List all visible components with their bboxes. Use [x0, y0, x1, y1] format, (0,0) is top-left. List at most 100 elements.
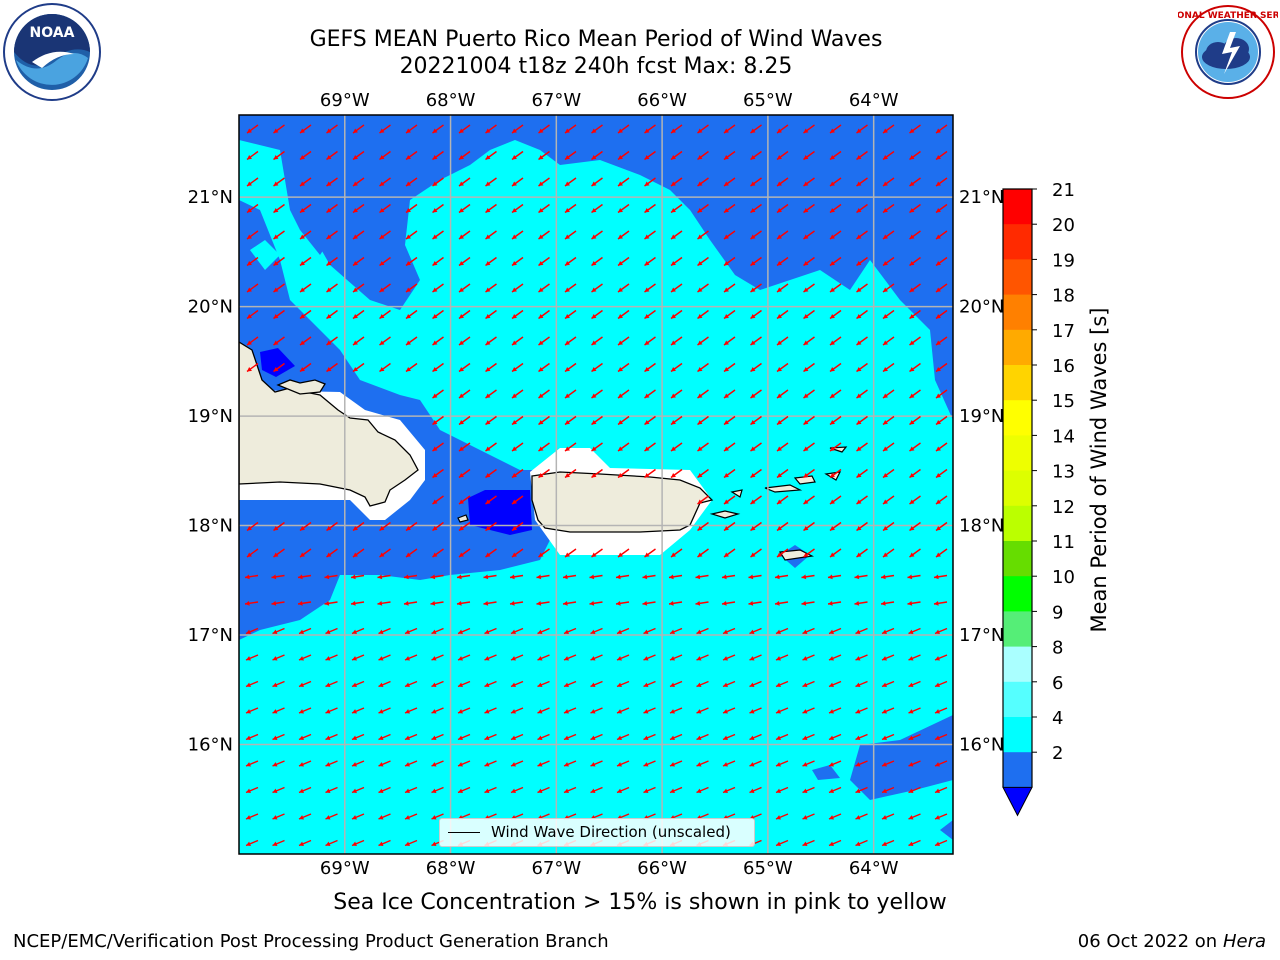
wind-arrow [855, 733, 868, 741]
wind-arrow [299, 336, 312, 346]
colorbar-segment [1003, 435, 1032, 472]
wind-arrow [880, 574, 895, 580]
wind-arrow [352, 256, 365, 267]
wind-arrow [670, 468, 683, 479]
wind-arrow [245, 839, 259, 847]
wind-arrow [723, 203, 736, 214]
wind-arrow [432, 389, 444, 399]
wind-arrow [723, 362, 736, 373]
wind-arrow [803, 362, 815, 373]
wind-arrow [828, 786, 842, 794]
wind-arrow [564, 150, 577, 161]
wind-arrow [298, 786, 312, 794]
wind-arrow [617, 309, 630, 320]
wind-arrow [351, 733, 365, 741]
wind-arrow [562, 574, 577, 580]
wind-arrow [326, 124, 338, 134]
wind-arrow [617, 336, 630, 346]
wind-arrow [326, 548, 338, 558]
wind-arrow [669, 760, 683, 767]
wind-arrow [297, 600, 312, 606]
wind-arrow [538, 415, 550, 426]
wind-arrow [856, 415, 868, 426]
wind-arrow [829, 124, 842, 134]
wind-arrow [589, 600, 603, 606]
wind-arrow [272, 654, 285, 661]
wind-arrow [962, 761, 974, 767]
longitude-label: 64°W [849, 90, 899, 111]
wind-arrow [246, 362, 259, 373]
wind-arrow [803, 415, 815, 426]
wind-arrow [378, 707, 391, 714]
wind-arrow [404, 839, 418, 847]
wind-arrow [935, 150, 948, 161]
wind-arrow [245, 813, 259, 820]
longitude-label: 65°W [743, 858, 793, 879]
wind-arrow [351, 680, 365, 688]
wind-arrow [670, 256, 683, 267]
wind-arrow [803, 203, 815, 214]
latitude-label: 19°N [188, 406, 233, 427]
land-virgin-islands [764, 446, 848, 493]
wind-arrow [405, 256, 418, 267]
wind-arrow [326, 336, 338, 346]
wind-arrow [246, 177, 259, 187]
map-frame [238, 114, 954, 855]
wind-arrow [750, 468, 762, 479]
wind-arrow [538, 442, 550, 452]
wind-arrow [644, 256, 656, 267]
wind-arrow [298, 680, 312, 688]
wind-arrow [934, 839, 948, 847]
wind-arrow [272, 627, 285, 635]
wind-arrow [775, 707, 789, 714]
wind-arrow [564, 230, 577, 240]
cyan-patch-mona [350, 330, 400, 380]
wind-arrow [644, 548, 656, 558]
wind-arrow [723, 177, 736, 187]
wind-arrow [564, 309, 577, 320]
wind-arrow [854, 600, 868, 606]
wind-arrow [378, 680, 391, 688]
colorbar-segment [1003, 611, 1032, 648]
wind-arrow [352, 362, 365, 373]
footer-date: 06 Oct 2022 on Hera [1078, 931, 1266, 952]
wind-arrow [882, 150, 895, 161]
wind-arrow [510, 627, 524, 635]
wind-arrow [245, 760, 259, 767]
wind-arrow [723, 415, 736, 426]
wind-arrow [537, 654, 550, 661]
wind-arrow [775, 680, 789, 688]
wind-arrow [748, 600, 762, 606]
wind-arrow [246, 336, 259, 346]
wind-arrow [246, 256, 259, 267]
colorbar-tick-label: 17 [1052, 321, 1075, 342]
wind-arrow [351, 813, 365, 820]
wind-arrow [325, 813, 338, 820]
wind-arrow [404, 707, 418, 714]
wind-arrow [962, 682, 974, 688]
wind-arrow [882, 309, 895, 320]
wind-arrow [458, 415, 471, 426]
wind-arrow [325, 760, 338, 767]
wind-arrow [485, 256, 497, 267]
wind-arrow [325, 680, 338, 688]
wind-arrow [538, 203, 550, 214]
wind-arrow [882, 442, 895, 452]
wind-arrow [696, 627, 709, 635]
wind-arrow [749, 627, 762, 635]
wind-arrow [803, 468, 815, 479]
wind-arrow [510, 760, 524, 767]
wind-arrow [670, 336, 683, 346]
wind-arrow [775, 786, 789, 794]
wind-arrow [856, 230, 868, 240]
noaa-text: NOAA [30, 25, 75, 41]
colorbar-tick-label: 15 [1052, 391, 1075, 412]
wind-arrow [963, 152, 974, 160]
wind-arrow [749, 654, 762, 661]
wind-arrow [855, 813, 868, 820]
wind-arrow [855, 760, 868, 767]
wind-arrow [590, 786, 603, 794]
wind-arrow [935, 124, 948, 134]
wind-arrow [935, 336, 948, 346]
wind-arrow [379, 309, 391, 320]
